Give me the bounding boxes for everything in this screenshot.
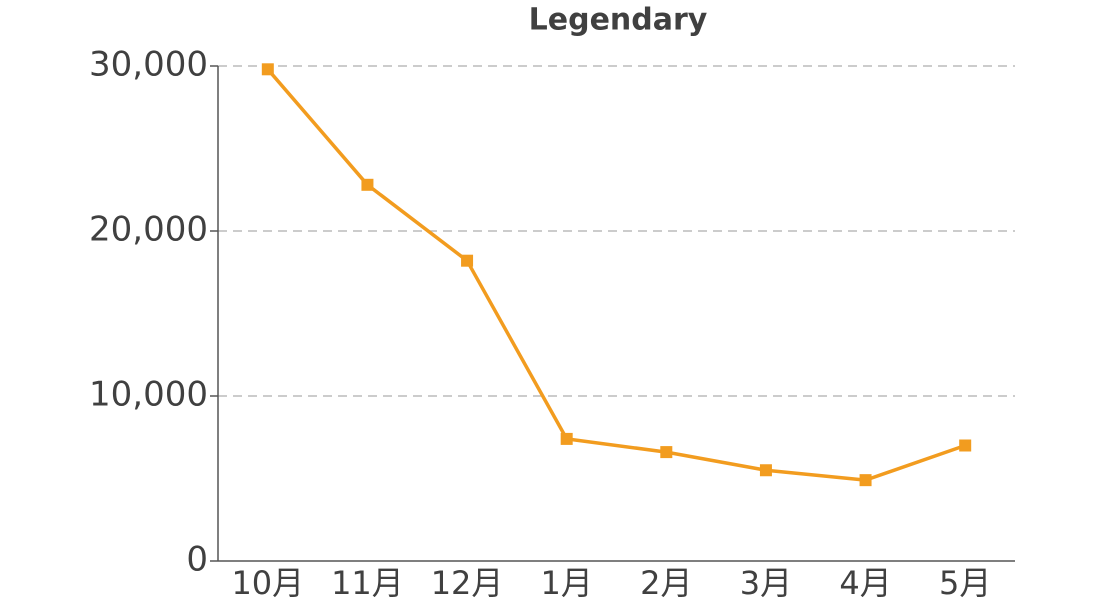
x-tick-label: 12月 bbox=[431, 564, 504, 601]
marker bbox=[759, 464, 772, 477]
marker bbox=[660, 446, 673, 459]
marker bbox=[461, 254, 474, 267]
marker bbox=[959, 439, 972, 452]
y-tick-label: 0 bbox=[186, 540, 208, 580]
x-tick-label: 2月 bbox=[640, 564, 692, 601]
x-tick-label: 10月 bbox=[231, 564, 304, 601]
line bbox=[266, 68, 966, 482]
marker bbox=[261, 63, 274, 76]
x-tick-label: 11月 bbox=[331, 564, 404, 601]
x-tick-label: 5月 bbox=[939, 564, 991, 601]
marker bbox=[859, 474, 872, 487]
x-tick-label: 1月 bbox=[541, 564, 593, 601]
y-tick-label: 20,000 bbox=[89, 210, 208, 250]
y-tick-label: 30,000 bbox=[89, 45, 208, 85]
marker bbox=[361, 178, 374, 191]
y-tick-label: 10,000 bbox=[89, 375, 208, 415]
x-tick-label: 4月 bbox=[839, 564, 891, 601]
chart-title: Legendary bbox=[529, 3, 708, 38]
marker bbox=[560, 432, 573, 445]
x-tick-label: 3月 bbox=[740, 564, 792, 601]
